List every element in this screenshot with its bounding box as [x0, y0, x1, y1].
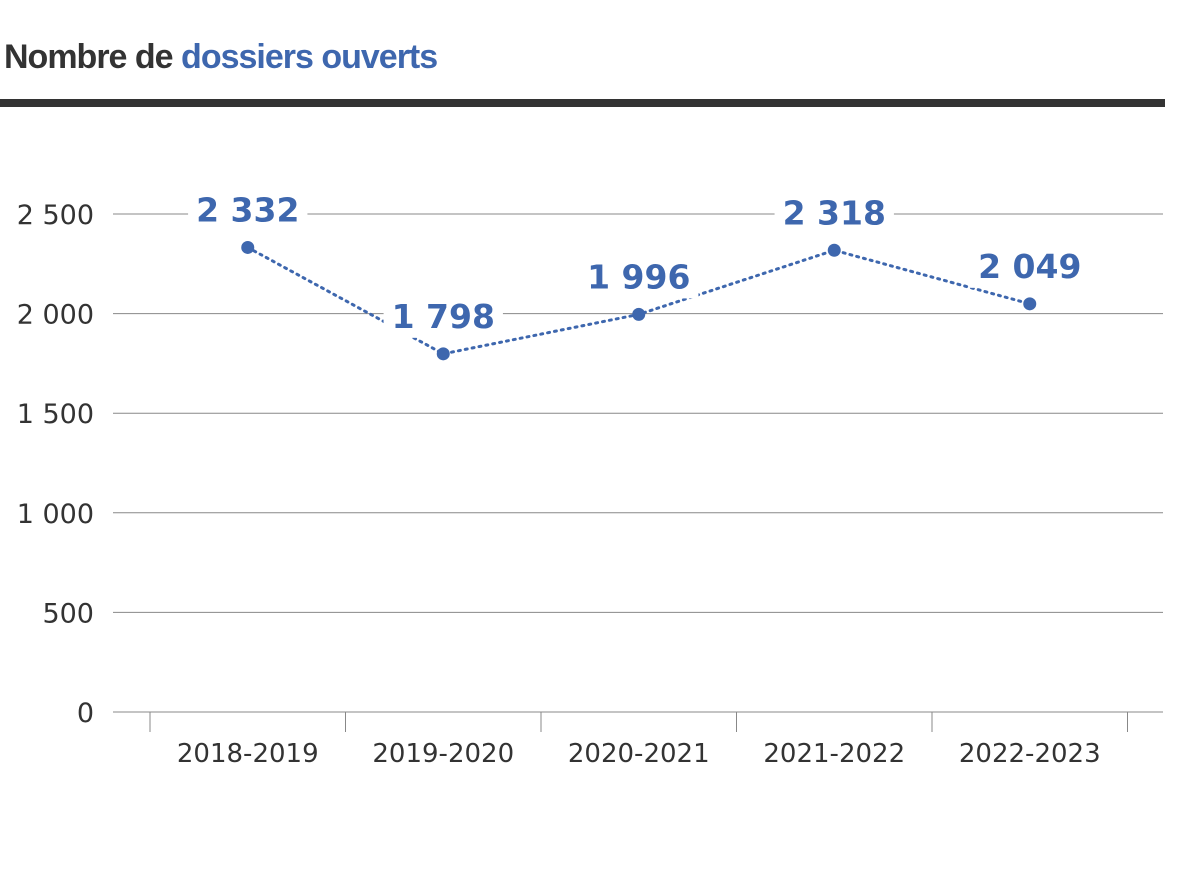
x-tick-label: 2019-2020 — [372, 739, 514, 769]
data-series — [241, 240, 1037, 361]
chart-title-prefix: Nombre de — [4, 38, 174, 76]
y-axis-ticks: 0 500 1 000 1 500 2 000 2 500 — [17, 200, 94, 729]
x-axis: 2018-2019 2019-2020 2020-2021 2021-2022 2022… — [149, 712, 1128, 769]
data-label-background — [188, 188, 308, 232]
y-tick-label: 500 — [42, 598, 94, 629]
data-point — [827, 243, 841, 257]
data-label: 2 318 — [783, 193, 886, 232]
data-point — [632, 307, 646, 321]
x-tick-label: 2020-2021 — [568, 739, 710, 769]
y-tick-label: 2 000 — [17, 300, 94, 331]
x-tick-label: 2018-2019 — [177, 739, 319, 769]
title-rule — [0, 99, 1165, 107]
y-tick-label: 0 — [77, 698, 94, 729]
chart-title-highlight: dossiers ouverts — [181, 38, 438, 76]
data-label-background — [774, 191, 894, 235]
data-label: 2 049 — [978, 247, 1081, 286]
y-tick-label: 2 500 — [17, 200, 94, 231]
data-label-background — [383, 294, 503, 338]
data-point — [241, 240, 255, 254]
data-label: 2 332 — [196, 190, 299, 229]
data-label-background — [970, 244, 1090, 288]
data-label: 1 798 — [392, 297, 495, 336]
chart-title: Nombre de dossiers ouverts — [4, 38, 438, 77]
data-label-background — [579, 255, 699, 299]
data-point — [1023, 297, 1037, 311]
data-labels: 2 332 1 798 1 996 2 318 2 049 — [188, 188, 1090, 338]
data-point — [436, 347, 450, 361]
y-tick-label: 1 000 — [17, 499, 94, 530]
x-tick-label: 2021-2022 — [763, 739, 905, 769]
x-tick-label: 2022-2023 — [959, 739, 1101, 769]
data-label: 1 996 — [587, 257, 690, 296]
y-tick-label: 1 500 — [17, 399, 94, 430]
